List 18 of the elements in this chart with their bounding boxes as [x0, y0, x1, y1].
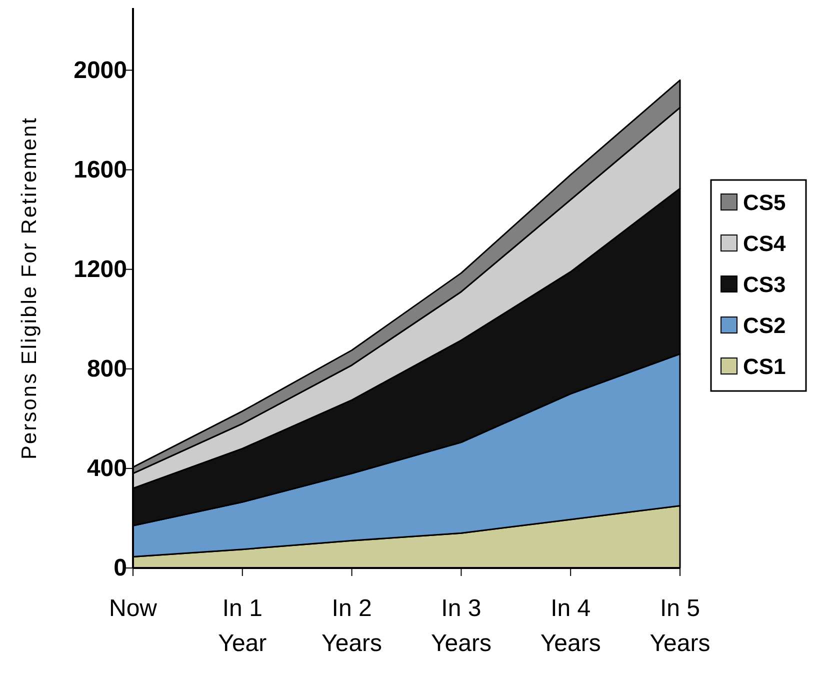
x-tick-label: In 4 Years: [540, 595, 601, 657]
legend-label: CS1: [743, 354, 786, 379]
legend-label: CS4: [743, 231, 787, 256]
y-axis-title: Persons Eligible For Retirement: [18, 116, 41, 460]
legend-label: CS3: [743, 272, 786, 297]
legend-label: CS2: [743, 313, 786, 338]
y-tick-label: 2000: [74, 56, 127, 84]
x-tick-label: In 5 Years: [650, 595, 710, 657]
y-tick-label: 0: [114, 554, 127, 582]
x-tick-label: In 3 Years: [430, 595, 492, 657]
x-tick-label: Now: [108, 595, 158, 622]
y-tick-label: 1200: [74, 256, 127, 284]
x-tick-label: In 2 Years: [322, 595, 382, 657]
legend-label: CS5: [743, 190, 786, 215]
y-tick-label: 800: [86, 356, 127, 383]
x-tick-label: In 1 Year: [218, 595, 267, 657]
y-tick-label: 400: [86, 455, 127, 482]
y-tick-label: 1600: [74, 156, 127, 184]
